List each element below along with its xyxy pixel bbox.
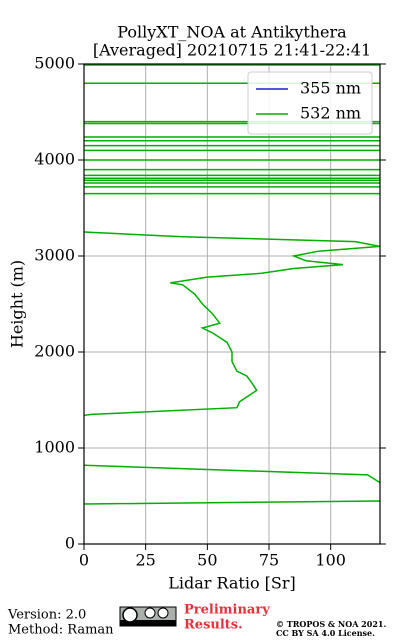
- preliminary-note: Preliminary: [184, 603, 270, 618]
- y-tick-label: 3000: [34, 246, 75, 265]
- y-axis-label: Height (m): [8, 260, 27, 348]
- copyright: © TROPOS & NOA 2021.: [276, 619, 386, 629]
- data-line: [84, 64, 380, 505]
- y-tick-label: 1000: [34, 438, 75, 457]
- x-tick-label: 100: [315, 551, 346, 570]
- x-tick-label: 25: [135, 551, 155, 570]
- chart-subtitle: [Averaged] 20210715 21:41-22:41: [93, 41, 371, 60]
- plot-frame: [83, 63, 381, 545]
- copyright: CC BY SA 4.0 License.: [276, 628, 375, 638]
- y-tick-label: 0: [65, 534, 75, 553]
- x-tick-label: 75: [259, 551, 279, 570]
- method: Method: Raman: [8, 623, 114, 638]
- cc-logo: [119, 606, 177, 627]
- x-tick-label: 0: [79, 551, 89, 570]
- y-tick-label: 2000: [34, 342, 75, 361]
- y-tick-label: 5000: [34, 54, 75, 73]
- preliminary-note: Results.: [184, 618, 243, 633]
- x-tick-label: 50: [197, 551, 217, 570]
- y-tick-label: 4000: [34, 150, 75, 169]
- legend-label: 355 nm: [300, 79, 361, 98]
- legend-box: [247, 71, 373, 135]
- legend-label: 532 nm: [300, 104, 361, 123]
- x-axis-label: Lidar Ratio [Sr]: [168, 574, 296, 593]
- chart-title: PollyXT_NOA at Antikythera: [117, 23, 347, 42]
- version: Version: 2.0: [7, 608, 86, 623]
